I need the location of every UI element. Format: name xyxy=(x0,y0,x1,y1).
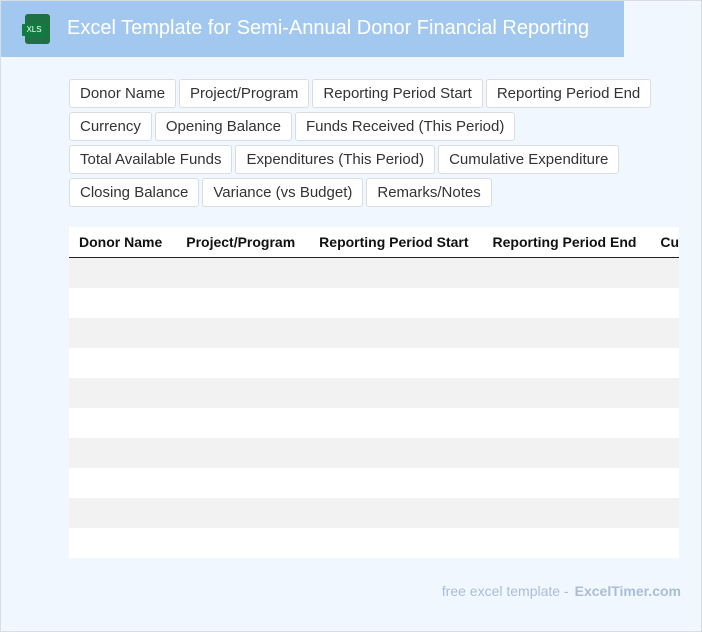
table-row xyxy=(69,258,679,288)
field-chip[interactable]: Expenditures (This Period) xyxy=(235,145,436,174)
field-chip[interactable]: Funds Received (This Period) xyxy=(294,112,516,141)
field-chip[interactable]: Currency xyxy=(69,112,152,141)
xls-icon: XLS xyxy=(22,14,50,44)
footer-link[interactable]: ExcelTimer.com xyxy=(574,583,681,599)
header-bar: XLS Excel Template for Semi-Annual Donor… xyxy=(1,1,624,57)
table-row xyxy=(69,498,679,528)
field-chip[interactable]: Opening Balance xyxy=(154,112,292,141)
column-header: Donor Name xyxy=(69,227,177,258)
table-row xyxy=(69,438,679,468)
field-chip[interactable]: Reporting Period End xyxy=(485,79,652,108)
field-list: Donor Name Project/Program Reporting Perio… xyxy=(69,79,681,207)
field-chip[interactable]: Project/Program xyxy=(179,79,310,108)
field-chip[interactable]: Variance (vs Budget) xyxy=(202,178,364,207)
table-row xyxy=(69,408,679,438)
table-row xyxy=(69,528,679,558)
column-header: Project/Program xyxy=(176,227,310,258)
field-chip[interactable]: Remarks/Notes xyxy=(366,178,492,207)
field-chip[interactable]: Reporting Period Start xyxy=(312,79,483,108)
field-chip[interactable]: Closing Balance xyxy=(69,178,200,207)
field-chip[interactable]: Cumulative Expenditure xyxy=(438,145,620,174)
table-row xyxy=(69,348,679,378)
column-header: Reporting Period Start xyxy=(309,227,483,258)
icon-label: XLS xyxy=(22,24,46,36)
footer-text: free excel template - xyxy=(441,583,569,599)
footer: free excel template - ExcelTimer.com xyxy=(442,583,681,599)
table-row xyxy=(69,468,679,498)
table-row xyxy=(69,288,679,318)
table-body xyxy=(69,258,679,558)
column-header: Currency xyxy=(650,227,679,258)
table: Donor Name Project/Program Reporting Perio… xyxy=(69,227,679,558)
table-row xyxy=(69,318,679,348)
field-chip[interactable]: Donor Name xyxy=(69,79,177,108)
page-title: Excel Template for Semi-Annual Donor Fin… xyxy=(67,17,590,39)
column-header: Reporting Period End xyxy=(482,227,651,258)
field-chip[interactable]: Total Available Funds xyxy=(69,145,233,174)
table-header: Donor Name Project/Program Reporting Perio… xyxy=(69,227,679,258)
table-row xyxy=(69,378,679,408)
